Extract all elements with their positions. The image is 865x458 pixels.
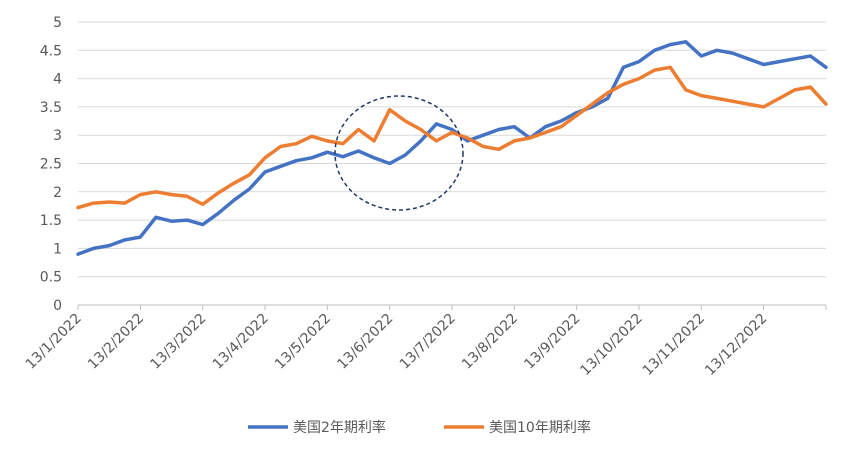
y-tick-label: 2.5 bbox=[40, 157, 62, 173]
y-tick-label: 4.5 bbox=[40, 43, 62, 59]
series-lines bbox=[76, 40, 828, 256]
legend: 美国2年期利率 美国10年期利率 bbox=[248, 419, 591, 436]
x-axis: 13/1/2022 13/2/2022 13/3/2022 13/4/2022 13/5… bbox=[23, 304, 827, 379]
x-tick-label: 13/1/2022 bbox=[23, 311, 85, 373]
y-tick-label: 4 bbox=[53, 72, 62, 88]
y-tick-label: 5 bbox=[53, 15, 62, 31]
y-tick-label: 0.5 bbox=[40, 270, 62, 286]
y-tick-label: 3 bbox=[53, 128, 62, 144]
x-tick-label: 13/9/2022 bbox=[521, 311, 583, 373]
legend-label-1: 美国10年期利率 bbox=[489, 419, 591, 436]
legend-label-0: 美国2年期利率 bbox=[293, 419, 386, 436]
x-tick-label: 13/3/2022 bbox=[147, 311, 209, 373]
y-tick-label: 1 bbox=[53, 241, 62, 257]
y-tick-label: 0 bbox=[53, 298, 62, 314]
x-tick-label: 13/7/2022 bbox=[397, 311, 459, 373]
x-tick-label: 13/11/2022 bbox=[640, 311, 708, 379]
series-line-1 bbox=[76, 65, 828, 210]
y-tick-label: 1.5 bbox=[40, 213, 62, 229]
x-tick-label: 13/4/2022 bbox=[210, 311, 272, 373]
y-axis: 0 0.5 1 1.5 2 2.5 3 3.5 4 4.5 5 bbox=[40, 15, 62, 314]
x-tick-label: 13/10/2022 bbox=[577, 311, 645, 379]
x-tick-label: 13/8/2022 bbox=[459, 311, 521, 373]
series-line-0 bbox=[76, 40, 828, 256]
x-tick-label: 13/5/2022 bbox=[272, 311, 334, 373]
x-tick-label: 13/12/2022 bbox=[702, 311, 770, 379]
y-tick-label: 3.5 bbox=[40, 100, 62, 116]
y-tick-label: 2 bbox=[53, 185, 62, 201]
gridlines bbox=[78, 21, 826, 278]
x-tick-label: 13/6/2022 bbox=[334, 311, 396, 373]
highlight-ellipse bbox=[334, 95, 464, 211]
x-tick-label: 13/2/2022 bbox=[85, 311, 147, 373]
